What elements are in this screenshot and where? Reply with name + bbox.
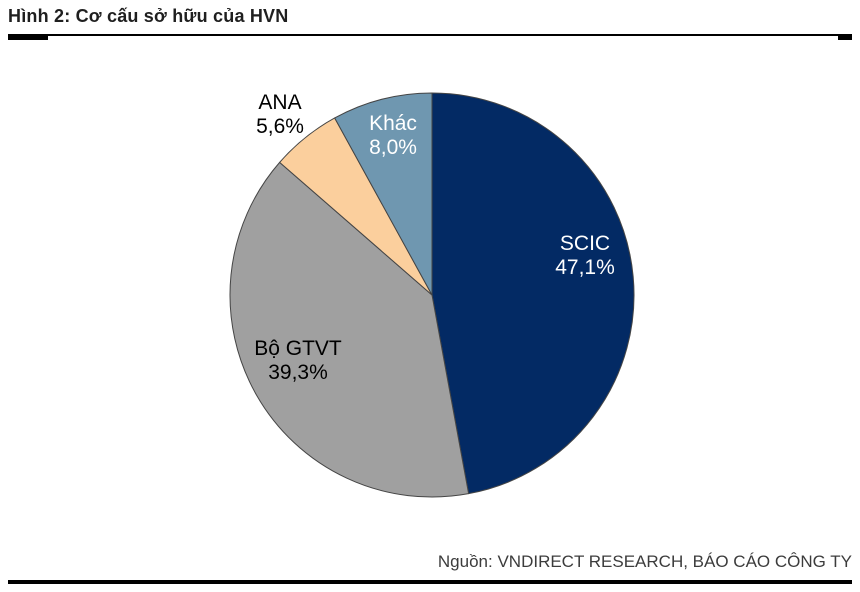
pie-label-name: Bộ GTVT: [254, 337, 342, 360]
pie-slice-kh-c: [334, 92, 433, 296]
title-rule-line: [8, 34, 852, 36]
pie-label-value: 39,3%: [268, 361, 328, 384]
figure-source: Nguồn: VNDIRECT RESEARCH, BÁO CÁO CÔNG T…: [437, 552, 852, 571]
pie-label-scic: SCIC 47,1%: [535, 232, 635, 280]
pie-label-value: 47,1%: [555, 256, 615, 279]
pie-slice-b-gtvt: [229, 161, 470, 498]
pie-label-name: SCIC: [559, 232, 611, 255]
figure-title: Hình 2: Cơ cấu sở hữu của HVN: [8, 6, 289, 26]
pie-chart: [229, 92, 635, 498]
title-rule-cap-left: [8, 34, 48, 40]
title-rule-cap-right: [838, 34, 852, 40]
pie-label-ana: ANA 5,6%: [230, 91, 330, 139]
pie-label-name: Khác: [369, 112, 417, 135]
pie-slice-scic: [431, 92, 635, 495]
pie-label-khac: Khác 8,0%: [348, 112, 438, 160]
pie-label-value: 8,0%: [369, 136, 417, 159]
pie-label-name: ANA: [258, 91, 302, 114]
bottom-rule: [8, 580, 852, 584]
pie-label-bo-gtvt: Bộ GTVT 39,3%: [233, 337, 363, 385]
title-rule: [8, 34, 852, 40]
pie-label-value: 5,6%: [256, 115, 304, 138]
